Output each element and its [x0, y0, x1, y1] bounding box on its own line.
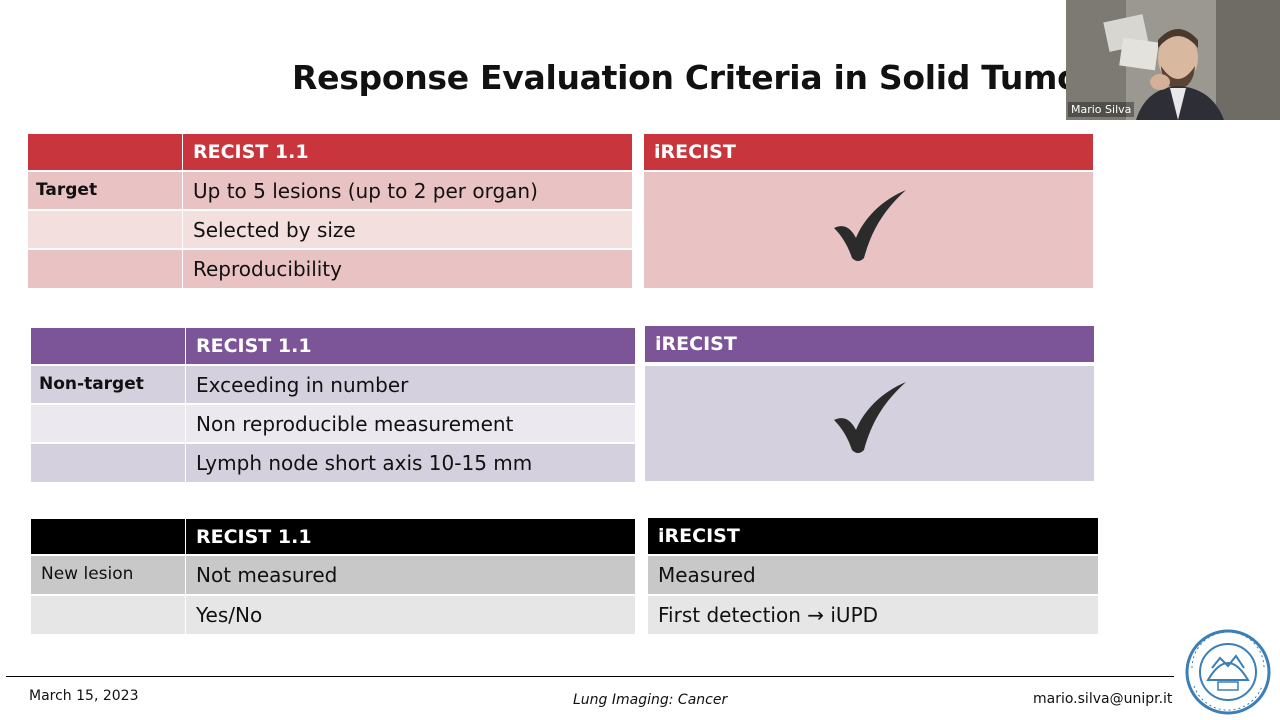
nontarget-item: Non reproducible measurement [186, 405, 635, 442]
nontarget-header-blank [31, 328, 185, 364]
target-recist-header: RECIST 1.1 [183, 134, 632, 170]
footer-email: mario.silva@unipr.it [1033, 691, 1173, 707]
video-scene-icon [1066, 0, 1280, 120]
nontarget-label-blank-3 [31, 444, 185, 482]
newlesion-label-blank-2 [31, 596, 185, 634]
nontarget-label-blank-2 [31, 405, 185, 442]
newlesion-left-item: Yes/No [186, 596, 635, 634]
nontarget-row-label: Non-target [31, 366, 185, 403]
nontarget-item: Lymph node short axis 10-15 mm [186, 444, 635, 482]
participant-video[interactable]: Mario Silva [1066, 0, 1280, 120]
footer-divider [6, 676, 1174, 677]
newlesion-recist-header: RECIST 1.1 [186, 519, 635, 554]
check-icon [834, 190, 906, 261]
check-icon [834, 382, 906, 453]
target-item: Up to 5 lesions (up to 2 per organ) [183, 172, 632, 209]
target-irecist-header: iRECIST [644, 134, 1093, 170]
target-item: Selected by size [183, 211, 632, 248]
slide-title: Response Evaluation Criteria in Solid Tu… [292, 58, 1198, 97]
newlesion-right-item: Measured [648, 556, 1098, 594]
newlesion-right-item: First detection → iUPD [648, 596, 1098, 634]
nontarget-item: Exceeding in number [186, 366, 635, 403]
newlesion-left-item: Not measured [186, 556, 635, 594]
footer-course: Lung Imaging: Cancer [573, 692, 728, 708]
newlesion-irecist-header: iRECIST [648, 518, 1098, 554]
target-header-blank [28, 134, 182, 170]
newlesion-row-label: New lesion [31, 556, 185, 594]
target-label-blank-3 [28, 250, 182, 288]
nontarget-recist-header: RECIST 1.1 [186, 328, 635, 364]
footer-date: March 15, 2023 [29, 688, 139, 704]
newlesion-header-blank [31, 519, 185, 554]
target-label-blank-2 [28, 211, 182, 248]
target-row-label: Target [28, 172, 182, 209]
university-seal-logo [1185, 629, 1271, 715]
nontarget-irecist-header: iRECIST [645, 326, 1094, 362]
target-item: Reproducibility [183, 250, 632, 288]
participant-name: Mario Silva [1068, 102, 1135, 117]
